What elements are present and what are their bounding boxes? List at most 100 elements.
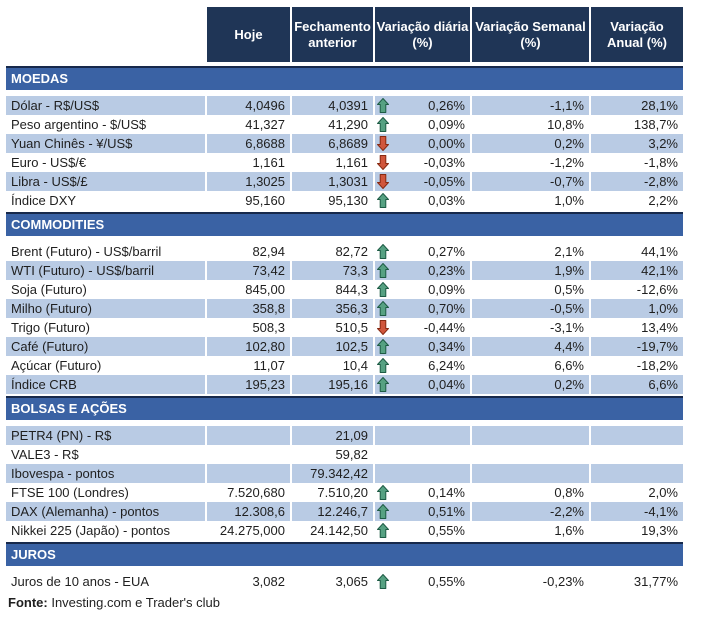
- up-arrow-icon: [377, 96, 389, 115]
- row-label: Índice CRB: [6, 375, 205, 394]
- table-row: Nikkei 225 (Japão) - pontos 24.275,000 24.…: [6, 521, 683, 540]
- up-arrow-icon: [377, 280, 389, 299]
- fechamento-value: 73,3: [290, 261, 373, 280]
- table-row: Brent (Futuro) - US$/barril 82,94 82,72 0,2…: [6, 242, 683, 261]
- variacao-semanal-value: 0,5%: [470, 280, 589, 299]
- variacao-diaria-value: 0,70%: [428, 301, 465, 316]
- down-arrow-icon: [377, 134, 389, 153]
- variacao-anual-value: 19,3%: [589, 521, 683, 540]
- variacao-diaria-cell: -0,05%: [373, 172, 470, 191]
- fechamento-value: 24.142,50: [290, 521, 373, 540]
- variacao-semanal-value: [470, 426, 589, 445]
- variacao-semanal-value: 1,9%: [470, 261, 589, 280]
- down-arrow-icon: [377, 153, 389, 172]
- variacao-semanal-value: -0,7%: [470, 172, 589, 191]
- variacao-diaria-cell: 0,26%: [373, 96, 470, 115]
- variacao-anual-value: [589, 426, 683, 445]
- hoje-value: [205, 464, 290, 483]
- hoje-value: 845,00: [205, 280, 290, 299]
- section-header-juros: JUROS: [6, 542, 683, 566]
- row-label: Peso argentino - $/US$: [11, 117, 147, 132]
- fechamento-value: 79.342,42: [290, 464, 373, 483]
- up-arrow-icon: [377, 337, 389, 356]
- variacao-anual-value: 13,4%: [589, 318, 683, 337]
- column-header-hoje: Hoje: [205, 7, 290, 62]
- column-header-variacao-anual: Variação Anual (%): [589, 7, 683, 62]
- variacao-diaria-value: -0,44%: [423, 320, 465, 335]
- fechamento-value: 195,16: [290, 375, 373, 394]
- variacao-diaria-value: 0,03%: [428, 193, 465, 208]
- fechamento-value: 59,82: [290, 445, 373, 464]
- variacao-anual-value: -1,8%: [589, 153, 683, 172]
- up-arrow-icon: [377, 299, 389, 318]
- up-arrow-icon: [377, 483, 389, 502]
- fechamento-value: 356,3: [290, 299, 373, 318]
- variacao-diaria-value: 0,26%: [428, 98, 465, 113]
- up-arrow-icon: [377, 572, 389, 591]
- up-arrow-icon: [377, 356, 389, 375]
- variacao-diaria-cell: 0,04%: [373, 375, 470, 394]
- variacao-anual-value: 28,1%: [589, 96, 683, 115]
- variacao-diaria-cell: 0,55%: [373, 521, 470, 540]
- source-text: Investing.com e Trader's club: [47, 595, 221, 610]
- table-row: Dólar - R$/US$ 4,0496 4,0391 0,26% -1,1% 28,1…: [6, 96, 683, 115]
- hoje-value: 508,3: [205, 318, 290, 337]
- variacao-diaria-cell: 0,27%: [373, 242, 470, 261]
- variacao-semanal-value: [470, 445, 589, 464]
- variacao-diaria-cell: [373, 426, 470, 445]
- table-row: WTI (Futuro) - US$/barril 73,42 73,3 0,23% 1…: [6, 261, 683, 280]
- variacao-semanal-value: -0,23%: [470, 572, 589, 591]
- hoje-value: 82,94: [205, 242, 290, 261]
- hoje-value: [205, 445, 290, 464]
- row-label: Ibovespa - pontos: [6, 464, 205, 483]
- variacao-diaria-value: 0,09%: [428, 117, 465, 132]
- variacao-diaria-value: 0,09%: [428, 282, 465, 297]
- variacao-anual-value: -12,6%: [589, 280, 683, 299]
- section-header-bolsas-e-a-es: BOLSAS E AÇÕES: [6, 396, 683, 420]
- variacao-anual-value: [589, 445, 683, 464]
- variacao-diaria-cell: 0,00%: [373, 134, 470, 153]
- variacao-diaria-value: 0,04%: [428, 377, 465, 392]
- variacao-diaria-cell: [373, 464, 470, 483]
- fechamento-value: 82,72: [290, 242, 373, 261]
- column-header-fechamento: Fechamento anterior: [290, 7, 373, 62]
- hoje-value: 41,327: [205, 115, 290, 134]
- variacao-semanal-value: 10,8%: [470, 115, 589, 134]
- variacao-anual-value: 2,2%: [589, 191, 683, 210]
- source-label: Fonte:: [8, 595, 48, 610]
- variacao-semanal-value: -1,1%: [470, 96, 589, 115]
- variacao-diaria-value: 6,24%: [428, 358, 465, 373]
- hoje-value: 7.520,680: [205, 483, 290, 502]
- column-headers: Hoje Fechamento anterior Variação diária…: [6, 7, 683, 62]
- variacao-diaria-cell: 0,34%: [373, 337, 470, 356]
- fechamento-value: 41,290: [290, 115, 373, 134]
- hoje-value: 1,3025: [205, 172, 290, 191]
- up-arrow-icon: [377, 242, 389, 261]
- variacao-diaria-value: 0,23%: [428, 263, 465, 278]
- variacao-diaria-value: 0,27%: [428, 244, 465, 259]
- variacao-diaria-value: 0,00%: [428, 136, 465, 151]
- hoje-value: 73,42: [205, 261, 290, 280]
- variacao-diaria-cell: 0,51%: [373, 502, 470, 521]
- row-label: Dólar - R$/US$: [6, 96, 205, 115]
- variacao-anual-value: 31,77%: [589, 572, 683, 591]
- down-arrow-icon: [377, 172, 389, 191]
- variacao-diaria-cell: 6,24%: [373, 356, 470, 375]
- variacao-diaria-cell: 0,23%: [373, 261, 470, 280]
- table-row: PETR4 (PN) - R$ 21,09: [6, 426, 683, 445]
- variacao-anual-value: -2,8%: [589, 172, 683, 191]
- variacao-anual-value: 3,2%: [589, 134, 683, 153]
- header-spacer: [6, 7, 205, 62]
- table-body: MOEDAS Dólar - R$/US$ 4,0496 4,0391 0,26% -1,…: [6, 66, 683, 591]
- row-label: Trigo (Futuro): [11, 320, 90, 335]
- variacao-anual-value: -18,2%: [589, 356, 683, 375]
- row-label: Índice DXY: [11, 193, 77, 208]
- variacao-semanal-value: -1,2%: [470, 153, 589, 172]
- up-arrow-icon: [377, 261, 389, 280]
- hoje-value: 1,161: [205, 153, 290, 172]
- section-header-commodities: COMMODITIES: [6, 212, 683, 236]
- row-label: Yuan Chinês - ¥/US$: [6, 134, 205, 153]
- fechamento-value: 102,5: [290, 337, 373, 356]
- variacao-anual-value: 44,1%: [589, 242, 683, 261]
- variacao-diaria-value: 0,34%: [428, 339, 465, 354]
